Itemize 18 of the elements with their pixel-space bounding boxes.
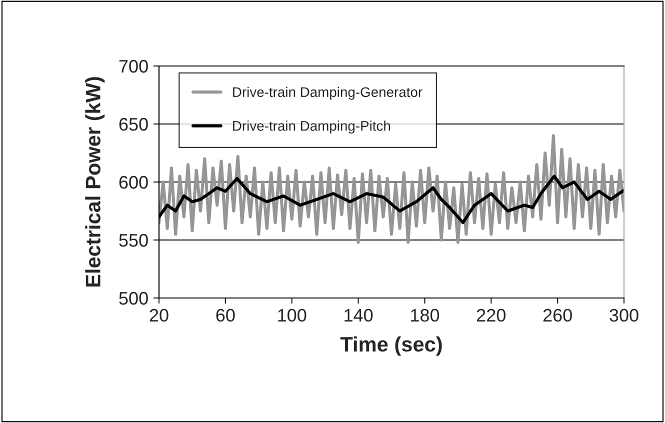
line-series bbox=[159, 134, 624, 244]
y-tick-label: 550 bbox=[119, 234, 148, 247]
x-tick-label: 300 bbox=[610, 308, 638, 322]
x-tick-label: 60 bbox=[216, 308, 235, 322]
y-tick-label: 650 bbox=[119, 118, 148, 131]
x-axis-title: Time (sec) bbox=[340, 336, 442, 356]
x-tick-label: 100 bbox=[278, 308, 306, 322]
legend-label: Drive-train Damping-Pitch bbox=[233, 120, 390, 134]
x-tick-label: 180 bbox=[411, 308, 440, 322]
x-tick-label: 140 bbox=[344, 308, 373, 322]
x-tick-label: 220 bbox=[476, 308, 506, 322]
x-tick-label: 260 bbox=[543, 308, 572, 322]
y-tick-label: 700 bbox=[119, 60, 148, 73]
y-axis-title: Electrical Power (kW) bbox=[85, 77, 105, 287]
legend-label: Drive-train Damping-Generator bbox=[233, 86, 422, 100]
y-tick-label: 500 bbox=[119, 292, 148, 305]
y-tick-label: 600 bbox=[119, 176, 148, 189]
x-tick-label: 20 bbox=[150, 308, 168, 322]
